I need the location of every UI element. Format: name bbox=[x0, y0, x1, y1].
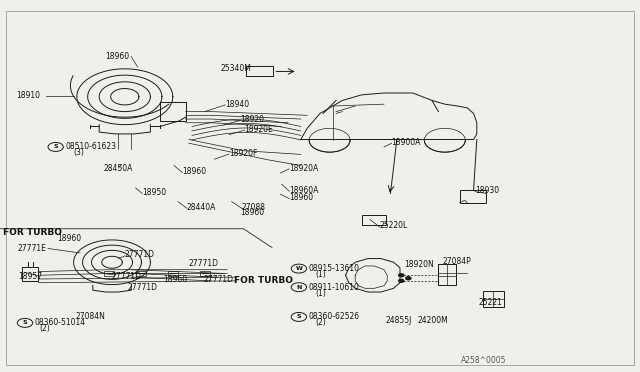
Text: 18960: 18960 bbox=[106, 52, 130, 61]
Bar bbox=[104, 271, 114, 276]
Text: 27771D: 27771D bbox=[112, 272, 142, 280]
Text: 27771D: 27771D bbox=[128, 283, 158, 292]
Text: 08915-13610: 08915-13610 bbox=[308, 264, 360, 273]
Text: 27088: 27088 bbox=[242, 203, 266, 212]
Text: 24200M: 24200M bbox=[417, 316, 448, 325]
Text: S: S bbox=[53, 144, 58, 150]
Text: 18960: 18960 bbox=[240, 208, 264, 217]
Text: 18920: 18920 bbox=[240, 115, 264, 124]
Text: 25340M: 25340M bbox=[221, 64, 252, 73]
Bar bbox=[483, 291, 504, 307]
Text: W: W bbox=[296, 266, 302, 271]
Text: 18960: 18960 bbox=[58, 234, 82, 243]
Bar bbox=[362, 215, 386, 225]
Text: 08510-61623: 08510-61623 bbox=[65, 142, 116, 151]
Text: 24855J: 24855J bbox=[385, 316, 412, 325]
Text: (3): (3) bbox=[74, 148, 84, 157]
Text: 08360-51014: 08360-51014 bbox=[35, 318, 86, 327]
Text: 18950: 18950 bbox=[142, 188, 166, 197]
Circle shape bbox=[399, 279, 404, 282]
Text: (1): (1) bbox=[315, 270, 326, 279]
Text: 18910: 18910 bbox=[16, 92, 40, 100]
Text: A258^0005: A258^0005 bbox=[461, 356, 506, 365]
Text: 27771D: 27771D bbox=[204, 275, 234, 284]
Text: 18930: 18930 bbox=[475, 186, 499, 195]
Text: FOR TURBO: FOR TURBO bbox=[3, 228, 62, 237]
Text: 28450A: 28450A bbox=[104, 164, 133, 173]
Text: (2): (2) bbox=[40, 324, 51, 333]
Bar bbox=[246, 66, 273, 76]
Bar bbox=[168, 271, 178, 276]
Text: 27084N: 27084N bbox=[76, 312, 106, 321]
Text: 18960: 18960 bbox=[163, 275, 188, 284]
Text: (1): (1) bbox=[315, 289, 326, 298]
Text: 18920N: 18920N bbox=[404, 260, 434, 269]
Text: 28440A: 28440A bbox=[187, 203, 216, 212]
Text: 18920E: 18920E bbox=[244, 125, 273, 134]
Text: 18960: 18960 bbox=[289, 193, 314, 202]
Text: 27771D: 27771D bbox=[125, 250, 155, 259]
Text: 18940: 18940 bbox=[225, 100, 250, 109]
Text: S: S bbox=[22, 320, 28, 326]
Text: 18957: 18957 bbox=[18, 272, 42, 280]
Circle shape bbox=[406, 277, 411, 280]
Bar bbox=[136, 271, 146, 276]
Bar bbox=[200, 271, 210, 276]
Text: 25220L: 25220L bbox=[380, 221, 408, 230]
Text: 18960: 18960 bbox=[182, 167, 207, 176]
Text: 27771D: 27771D bbox=[189, 259, 219, 268]
Text: 18960A: 18960A bbox=[289, 186, 319, 195]
Bar bbox=[460, 190, 486, 203]
Bar bbox=[438, 264, 456, 285]
Text: S: S bbox=[296, 314, 301, 320]
Text: 08360-62526: 08360-62526 bbox=[308, 312, 360, 321]
Text: 18920A: 18920A bbox=[289, 164, 319, 173]
Text: (2): (2) bbox=[315, 318, 326, 327]
Bar bbox=[22, 267, 38, 281]
Text: 18920F: 18920F bbox=[229, 149, 257, 158]
Text: FOR TURBO: FOR TURBO bbox=[234, 276, 292, 285]
Text: 27084P: 27084P bbox=[443, 257, 472, 266]
Text: 18900A: 18900A bbox=[392, 138, 421, 147]
Text: 27771E: 27771E bbox=[18, 244, 47, 253]
Bar bbox=[160, 102, 186, 121]
Text: 25221: 25221 bbox=[479, 298, 502, 307]
Text: N: N bbox=[296, 285, 301, 290]
Circle shape bbox=[399, 274, 404, 277]
Text: 08911-10610: 08911-10610 bbox=[308, 283, 359, 292]
